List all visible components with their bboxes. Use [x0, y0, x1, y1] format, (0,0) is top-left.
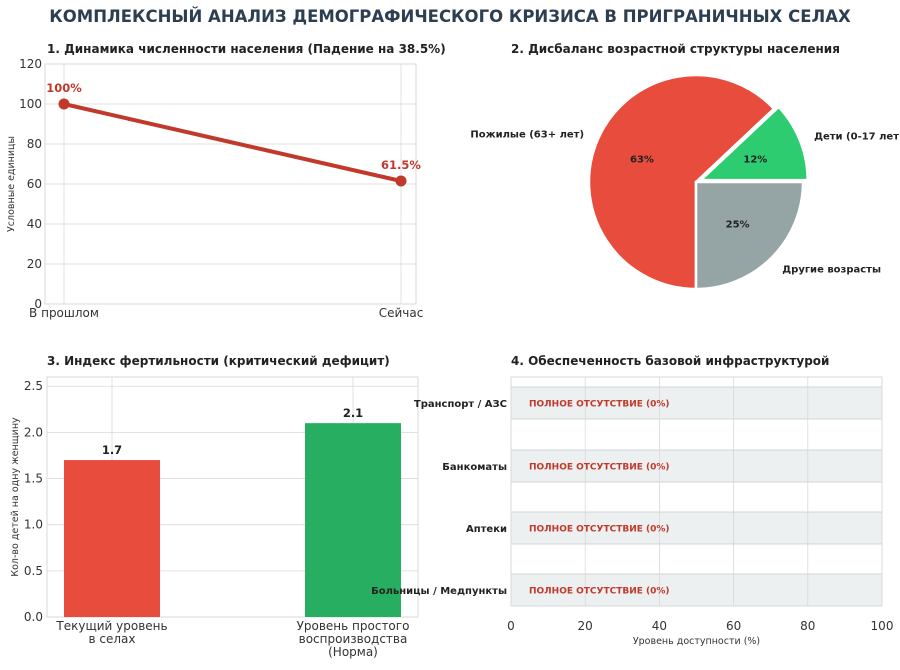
chart1-ytick-label: 60: [27, 177, 42, 191]
chart3-ytick-label: 1.5: [24, 472, 43, 486]
chart1-ylabel: Условные единицы: [6, 136, 17, 232]
chart1-data-point: [395, 175, 407, 187]
chart4-category-label: Больницы / Медпункты: [371, 586, 507, 597]
chart3-ytick-label: 1.0: [24, 518, 43, 532]
chart2-slice-label: Дети (0-17 лет): [814, 131, 900, 142]
chart3-xtick-label: Текущий уровень в селах: [55, 619, 167, 646]
chart4-category-label: Аптеки: [466, 524, 507, 535]
chart1-ytick-label: 20: [27, 257, 42, 271]
chart3-ylabel: Кол-во детей на одну женщину: [10, 417, 21, 577]
chart2-slice-label: Другие возрасты: [782, 264, 881, 275]
chart2-slice-label: Пожилые (63+ лет): [470, 130, 584, 141]
chart4-row-background: [510, 511, 883, 545]
chart1-title: 1. Динамика численности населения (Паден…: [47, 42, 446, 56]
chart3-title: 3. Индекс фертильности (критический дефи…: [47, 354, 390, 368]
chart1-ytick-label: 120: [19, 57, 42, 71]
chart1-xtick-label: Сейчас: [379, 306, 424, 320]
chart3-ytick-label: 2.0: [24, 425, 43, 439]
chart3-ytick-label: 0.0: [24, 610, 43, 624]
chart3-ytick-label: 2.5: [24, 379, 43, 393]
chart4-xtick-label: 100: [871, 619, 894, 633]
chart3-bar: 3. Индекс фертильности (критический дефи…: [10, 354, 419, 659]
chart2-pie: 2. Дисбаланс возрастной структуры населе…: [470, 42, 900, 291]
chart3-value-label: 2.1: [343, 406, 363, 420]
chart2-pct-label: 12%: [743, 154, 767, 165]
chart4-category-label: Банкоматы: [442, 462, 507, 473]
chart3-bar: [64, 460, 160, 617]
chart4-xtick-label: 20: [578, 619, 593, 633]
chart4-row-background: [510, 573, 883, 607]
chart3-xtick-line: воспроизводства: [299, 632, 408, 646]
chart4-annotation: ПОЛНОЕ ОТСУТСТВИЕ (0%): [529, 463, 670, 473]
chart4-xtick-label: 0: [507, 619, 515, 633]
chart4-frame: [510, 376, 883, 607]
chart4-hbar: 4. Обеспеченность базовой инфраструктуро…: [371, 354, 893, 647]
chart3-xtick-line: Уровень простого: [297, 619, 410, 633]
chart2-slice: [697, 105, 809, 182]
chart1-data-label: 61.5%: [381, 158, 421, 172]
chart2-pct-label: 25%: [726, 220, 750, 231]
chart1-data-label: 100%: [46, 81, 82, 95]
chart1-series-line: [62, 102, 403, 183]
chart3-xtick-label: Уровень простого воспроизводства (Норма): [297, 619, 410, 659]
chart4-category-label: Транспорт / АЗС: [414, 399, 507, 410]
chart3-xtick-line: Текущий уровень: [55, 619, 167, 633]
main-title: КОМПЛЕКСНЫЙ АНАЛИЗ ДЕМОГРАФИЧЕСКОГО КРИЗ…: [49, 7, 851, 26]
chart1-ytick-label: 80: [27, 137, 42, 151]
chart1-ytick-label: 100: [19, 97, 42, 111]
chart3-xtick-line: в селах: [89, 632, 136, 646]
chart2-slice: [587, 73, 776, 291]
chart4-annotation: ПОЛНОЕ ОТСУТСТВИЕ (0%): [529, 587, 670, 597]
chart3-ytick-label: 0.5: [24, 564, 43, 578]
chart1-data-point: [58, 98, 70, 110]
chart1-ytick-label: 0: [34, 297, 42, 311]
chart2-pct-label: 63%: [630, 155, 654, 166]
chart4-annotation: ПОЛНОЕ ОТСУТСТВИЕ (0%): [529, 525, 670, 535]
chart4-xtick-label: 40: [652, 619, 667, 633]
chart3-xtick-line: (Норма): [328, 645, 378, 659]
chart2-slice: [694, 180, 805, 291]
chart3-bar: [305, 423, 401, 617]
chart1-line: 1. Динамика численности населения (Паден…: [6, 42, 446, 320]
chart4-xlabel: Уровень доступности (%): [633, 636, 760, 647]
chart4-annotation: ПОЛНОЕ ОТСУТСТВИЕ (0%): [529, 400, 670, 410]
chart4-xtick-label: 60: [726, 619, 741, 633]
chart1-xtick-label: В прошлом: [29, 306, 99, 320]
chart3-value-label: 1.7: [102, 443, 122, 457]
chart2-title: 2. Дисбаланс возрастной структуры населе…: [511, 42, 840, 56]
chart1-ytick-label: 40: [27, 217, 42, 231]
chart4-xtick-label: 80: [800, 619, 815, 633]
chart4-title: 4. Обеспеченность базовой инфраструктуро…: [511, 354, 829, 368]
